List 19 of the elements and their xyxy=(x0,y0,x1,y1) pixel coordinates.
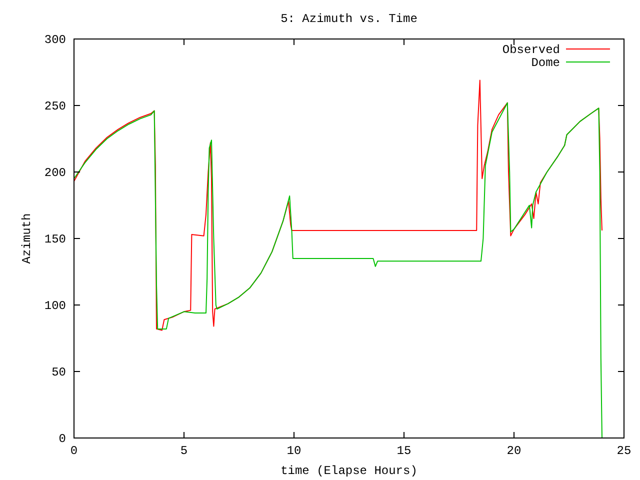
y-tick-label: 300 xyxy=(44,33,66,47)
x-tick-label: 15 xyxy=(396,444,412,458)
chart-title: 5: Azimuth vs. Time xyxy=(280,12,418,26)
y-tick-label: 0 xyxy=(58,432,66,446)
y-tick-label: 250 xyxy=(44,100,66,114)
legend-label: Observed xyxy=(502,43,560,57)
y-tick-label: 150 xyxy=(44,232,66,246)
y-tick-label: 200 xyxy=(44,166,66,180)
x-tick-label: 10 xyxy=(286,444,302,458)
x-tick-label: 25 xyxy=(616,444,632,458)
x-tick-label: 0 xyxy=(70,444,78,458)
x-tick-label: 20 xyxy=(506,444,522,458)
legend-label: Dome xyxy=(531,56,560,70)
x-axis-title: time (Elapse Hours) xyxy=(280,464,418,478)
x-tick-label: 5 xyxy=(180,444,188,458)
y-tick-label: 50 xyxy=(52,366,66,380)
y-tick-label: 100 xyxy=(44,299,66,313)
y-axis-title: Azimuth xyxy=(20,213,34,264)
line-series xyxy=(74,102,602,438)
